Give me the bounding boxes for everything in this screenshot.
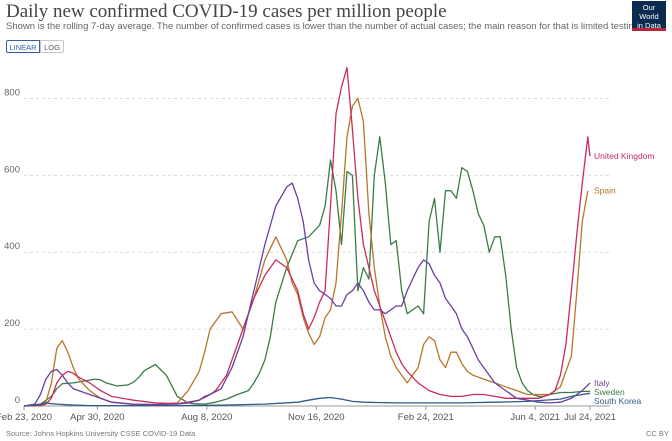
x-tick-label: Feb 24, 2021 (398, 412, 454, 423)
legend-label-sweden: Sweden (594, 387, 625, 397)
chart-subtitle: Shown is the rolling 7-day average. The … (6, 21, 642, 32)
legend-label-italy: Italy (594, 378, 610, 388)
legend-label-south-korea: South Korea (594, 396, 642, 406)
logo-line-1: Our World (639, 3, 659, 21)
y-tick-label: 0 (15, 395, 20, 406)
y-tick-label: 600 (4, 164, 20, 175)
x-tick-label: Aug 8, 2020 (181, 412, 232, 423)
legend-label-united-kingdom: United Kingdom (594, 151, 654, 161)
log-scale-toggle[interactable]: LOG (40, 40, 64, 53)
x-tick-label: Jun 4, 2021 (510, 412, 560, 423)
y-tick-label: 800 (4, 87, 20, 98)
logo-line-2: in Data (637, 21, 661, 30)
x-tick-label: Nov 16, 2020 (288, 412, 345, 423)
x-axis-ticks: Feb 23, 2020 Apr 30, 2020 Aug 8, 2020 Nov 1… (0, 406, 616, 423)
series-lines (23, 67, 591, 407)
legend-label-spain: Spain (594, 186, 616, 196)
y-tick-label: 400 (4, 241, 20, 252)
gridlines (24, 97, 610, 407)
x-tick-label: Apr 30, 2020 (70, 412, 124, 423)
logo-accent-bar (632, 28, 666, 31)
series-line-sweden (23, 136, 590, 407)
source-note: Source: Johns Hopkins University CSSE CO… (6, 429, 196, 438)
y-tick-label: 200 (4, 318, 20, 329)
x-tick-label: Jul 24, 2021 (564, 412, 616, 423)
x-tick-label: Feb 23, 2020 (0, 412, 52, 423)
linear-scale-toggle[interactable]: LINEAR (6, 40, 40, 53)
series-line-south-korea (23, 392, 591, 407)
y-axis-ticks: 0 200 400 600 800 (4, 87, 20, 406)
series-line-italy (23, 182, 591, 407)
license-label[interactable]: CC BY (646, 429, 669, 438)
owid-logo[interactable]: Our World in Data (632, 1, 666, 31)
chart-title: Daily new confirmed COVID-19 cases per m… (6, 1, 447, 22)
